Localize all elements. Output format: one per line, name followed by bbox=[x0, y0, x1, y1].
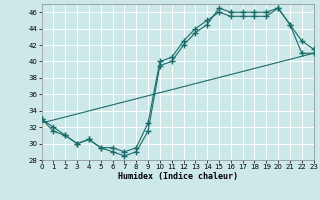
X-axis label: Humidex (Indice chaleur): Humidex (Indice chaleur) bbox=[118, 172, 237, 181]
